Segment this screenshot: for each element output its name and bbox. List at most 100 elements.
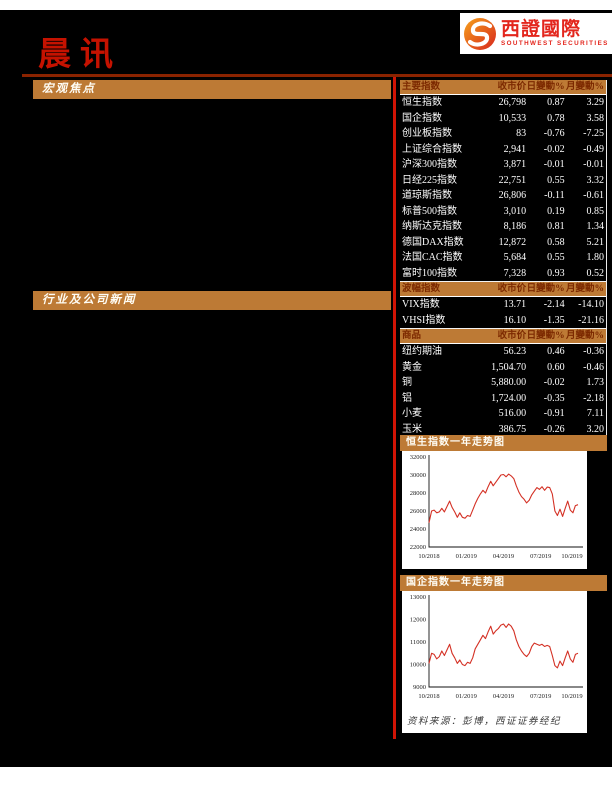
table-cell: 0.87	[547, 97, 565, 108]
table-cell: -0.49	[583, 143, 604, 155]
table-cell: VHSI指数	[402, 314, 446, 326]
table-cell: 7.11	[586, 408, 604, 419]
table-header-cell: 波幅指数	[402, 284, 441, 294]
table-row: 铝 1,724.00 -0.35 -2.18	[400, 391, 606, 407]
svg-text:30000: 30000	[410, 472, 426, 479]
table-header-cell: 商品	[402, 331, 422, 341]
svg-text:10000: 10000	[410, 662, 426, 669]
table-row: 沪深300指数 3,871 -0.01 -0.01	[400, 157, 606, 173]
svg-text:24000: 24000	[410, 526, 426, 533]
table-cell: -0.61	[583, 190, 604, 201]
svg-text:10/2019: 10/2019	[561, 693, 582, 700]
svg-text:10/2019: 10/2019	[561, 553, 582, 560]
table-cell: -0.91	[543, 408, 565, 419]
table-cell: 0.19	[547, 205, 565, 217]
svg-text:04/2019: 04/2019	[493, 553, 514, 560]
source-note: 资料来源：彭博，西证证券经纪	[407, 717, 562, 727]
page-title: 晨讯	[38, 34, 122, 73]
svg-text:10/2018: 10/2018	[418, 553, 439, 560]
table-cell: 0.81	[547, 221, 565, 232]
table-row: 黄金 1,504.70 0.60 -0.46	[400, 360, 606, 376]
svg-text:01/2019: 01/2019	[456, 693, 477, 700]
table-cell: 铜	[402, 377, 412, 388]
table-cell: 沪深300指数	[402, 159, 457, 170]
table-row: 铜 5,880.00 -0.02 1.73	[400, 375, 606, 391]
table-cell: 10,533	[498, 112, 527, 124]
svg-text:04/2019: 04/2019	[493, 693, 514, 700]
table-cell: 22,751	[498, 174, 527, 186]
table-cell: -0.46	[583, 361, 604, 373]
table-cell: -0.02	[543, 143, 565, 155]
table-header-cell: 主要指数	[402, 82, 441, 92]
table-cell: 日经225指数	[402, 174, 457, 186]
table-cell: 5,684	[503, 252, 527, 263]
table-cell: 黄金	[402, 361, 422, 373]
table-cell: -7.25	[583, 128, 604, 139]
table-cell: -0.36	[583, 346, 604, 357]
table-cell: 56.23	[503, 346, 527, 357]
table-cell: 516.00	[498, 408, 527, 419]
table-row: 道琼斯指数 26,806 -0.11 -0.61	[400, 188, 606, 204]
table-cell: 上证综合指数	[402, 143, 462, 155]
market-tables: 主要指数 收市价 日變動% 月變動% 恒生指数 26,798 0.87 3.29 国企指数 10,…	[400, 80, 607, 438]
table-cell: 标普500指数	[402, 205, 457, 217]
table-header-cell: 收市价	[497, 331, 527, 341]
hsi-chart: 22000 24000 26000 28000 30000 32000 10/2018 01/…	[410, 454, 583, 560]
table-cell: 1,724.00	[491, 392, 527, 404]
table-header-cell: 收市价	[497, 82, 527, 92]
table-cell: 3.32	[586, 174, 605, 186]
table-header-row: 商品 收市价 日變動% 月變動%	[400, 329, 606, 344]
table-cell: -0.02	[543, 377, 565, 388]
svg-text:12000: 12000	[410, 617, 426, 624]
svg-text:11000: 11000	[410, 639, 426, 646]
table-row: 恒生指数 26,798 0.87 3.29	[400, 95, 606, 111]
company-logo: 西證國際 SOUTHWEST SECURITIES	[460, 13, 612, 54]
table-cell: -14.10	[578, 299, 604, 310]
svg-text:01/2019: 01/2019	[456, 553, 477, 560]
table-cell: 玉米	[402, 423, 422, 435]
table-cell: 德国DAX指数	[402, 236, 464, 248]
table-cell: 1.34	[586, 221, 605, 232]
hsi-chart-panel: 22000 24000 26000 28000 30000 32000 10/2018 01/…	[402, 451, 587, 569]
table-section: 商品 收市价 日變動% 月變動% 纽约期油 56.23 0.46 -0.36 黄金 1,504.7…	[400, 329, 606, 438]
section-bar-macro-focus: 宏观焦点	[33, 80, 391, 99]
table-cell: -21.16	[578, 314, 604, 326]
table-header-cell: 收市价	[497, 284, 527, 294]
table-row: 玉米 386.75 -0.26 3.20	[400, 422, 606, 438]
table-section: 波幅指数 收市价 日變動% 月變動% VIX指数 13.71 -2.14 -14.10 VHSI…	[400, 282, 606, 329]
svg-text:32000: 32000	[410, 454, 426, 461]
table-row: 德国DAX指数 12,872 0.58 5.21	[400, 235, 606, 251]
table-cell: 3,010	[503, 205, 527, 217]
table-cell: 创业板指数	[402, 128, 452, 139]
table-cell: 0.58	[547, 236, 565, 248]
table-cell: 0.85	[586, 205, 605, 217]
table-cell: VIX指数	[402, 299, 440, 310]
svg-text:28000: 28000	[410, 490, 426, 497]
logo-name-cn: 西證國際	[501, 18, 582, 40]
table-cell: 道琼斯指数	[402, 190, 452, 201]
table-cell: 纳斯达克指数	[402, 221, 462, 232]
table-row: 上证综合指数 2,941 -0.02 -0.49	[400, 142, 606, 158]
table-header-cell: 日變動%	[526, 331, 565, 341]
table-cell: 26,798	[498, 97, 527, 108]
table-header-cell: 月變動%	[565, 331, 604, 341]
table-cell: 83	[516, 128, 527, 139]
masthead-rule	[22, 74, 612, 77]
table-cell: -1.35	[543, 314, 565, 326]
column-divider	[393, 77, 396, 739]
table-cell: 12,872	[498, 236, 527, 248]
svg-text:22000: 22000	[410, 544, 426, 551]
table-cell: 1.73	[586, 377, 605, 388]
hscei-chart-panel: 9000 10000 11000 12000 13000 10/2018 01/2019 04…	[402, 591, 587, 733]
table-cell: -2.14	[543, 299, 565, 310]
svg-text:26000: 26000	[410, 508, 426, 515]
table-cell: 恒生指数	[402, 97, 442, 108]
section-bar-industry-news: 行业及公司新闻	[33, 291, 391, 310]
table-cell: -0.35	[543, 392, 565, 404]
table-cell: 7,328	[503, 267, 527, 279]
table-cell: 0.55	[547, 174, 565, 186]
table-row: 标普500指数 3,010 0.19 0.85	[400, 204, 606, 220]
table-cell: -0.01	[543, 159, 565, 170]
table-cell: 16.10	[503, 314, 527, 326]
